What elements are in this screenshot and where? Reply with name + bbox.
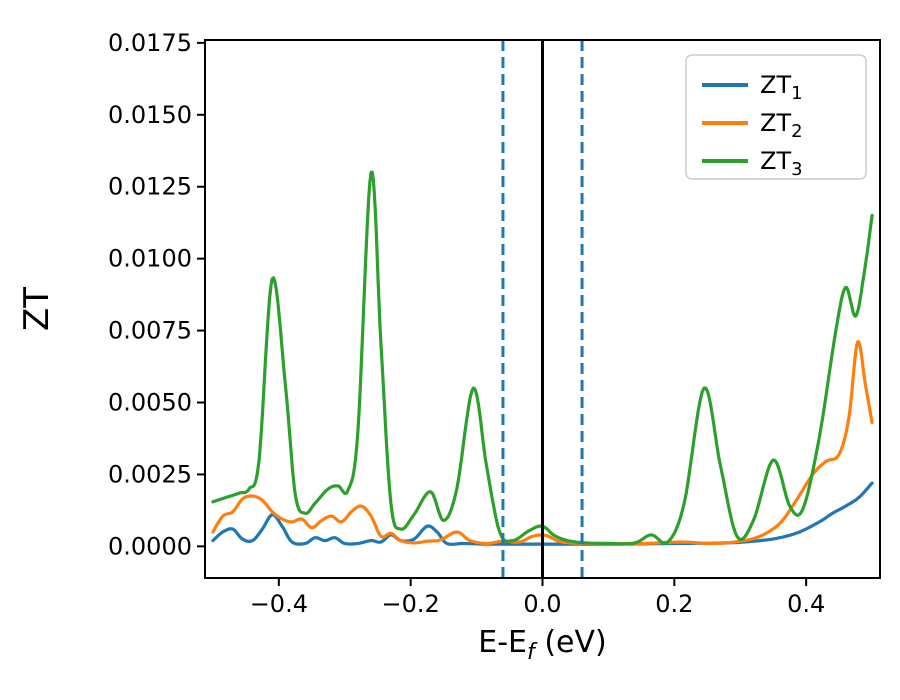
y-tick-label: 0.0025 [108,460,192,488]
y-tick-label: 0.0075 [108,317,192,345]
x-tick-label: 0.4 [787,590,825,618]
series-line-zt2 [211,340,874,546]
y-tick-label: 0.0175 [108,29,192,57]
x-axis-ticks: −0.4 −0.2 0.0 0.2 0.4 [250,578,825,618]
y-axis-label: ZT [17,287,57,331]
y-tick-label: 0.0050 [108,389,192,417]
series-line-zt3 [211,170,874,546]
x-tick-label: 0.0 [523,590,561,618]
y-axis-ticks: 0.0000 0.0025 0.0050 0.0075 0.0100 0.0125 0.01… [108,29,205,560]
y-tick-label: 0.0150 [108,101,192,129]
x-tick-label: −0.4 [250,590,308,618]
vlines-group [501,40,584,578]
y-tick-label: 0.0100 [108,245,192,273]
legend-label-2: ZT2 [760,109,803,142]
y-tick-label: 0.0000 [108,532,192,560]
y-tick-label: 0.0125 [108,173,192,201]
x-axis-label: E-Ef (eV) [478,625,606,665]
x-tick-label: 0.2 [655,590,693,618]
legend-label-1: ZT1 [760,71,803,104]
legend: ZT1 ZT2 ZT3 [685,54,867,180]
series-group [211,170,874,546]
x-tick-label: −0.2 [382,590,440,618]
legend-label-3: ZT3 [760,147,803,180]
